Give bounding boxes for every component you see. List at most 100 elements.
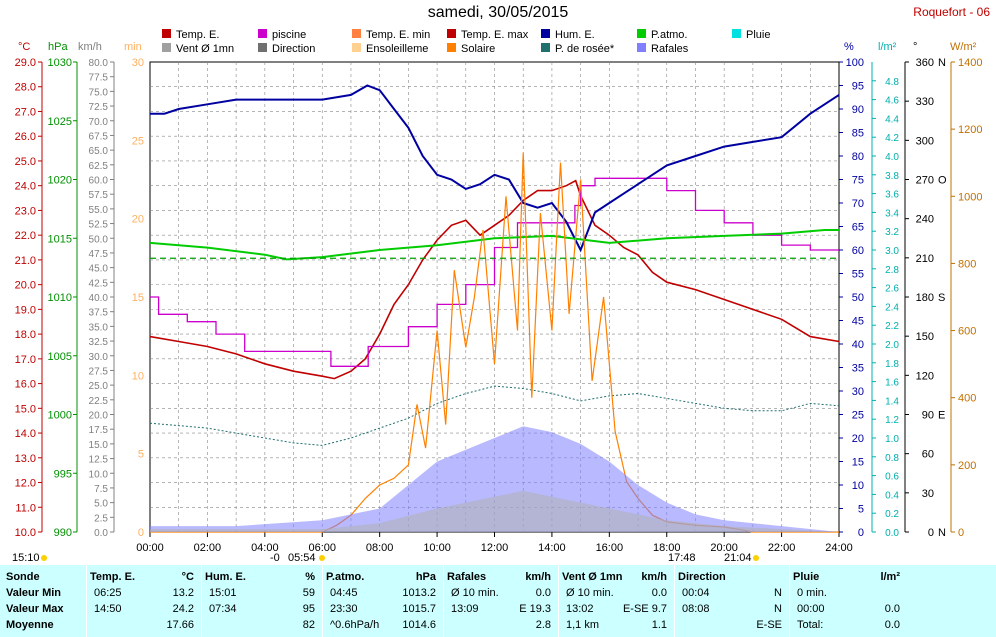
sunrise-prefix: -0 [270, 552, 280, 564]
hum-tick-label: 100 [846, 57, 864, 69]
rain-tick-label: 4.8 [885, 77, 899, 88]
series-area-rafales [150, 426, 839, 532]
wind-tick-label: 5.0 [94, 499, 108, 510]
time-tick-label: 02:00 [194, 542, 222, 554]
legend-swatch [637, 29, 646, 38]
time-tick-label: 18:00 [653, 542, 681, 554]
time-tick-label: 16:00 [596, 542, 624, 554]
stats-col-unit: km/h [525, 571, 551, 583]
hum-tick-label: 15 [852, 457, 864, 469]
stats-avg-note: 1,1 km [566, 619, 600, 631]
stats-col-unit: °C [181, 571, 194, 583]
temp-tick-label: 25.0 [15, 156, 36, 168]
stats-min-time: Ø 10 min. [451, 587, 499, 599]
axis-unit-label: l/m² [878, 41, 897, 53]
stats-max-time: 13:02 [566, 603, 594, 615]
rain-tick-label: 3.4 [885, 208, 899, 219]
rain-tick-label: 2.8 [885, 265, 899, 276]
temp-tick-label: 17.0 [15, 354, 36, 366]
wind-tick-label: 22.5 [89, 396, 109, 407]
axis-unit-label: hPa [48, 41, 68, 53]
stats-col-unit: hPa [415, 571, 436, 583]
legend-label: Direction [272, 43, 315, 55]
rain-tick-label: 1.6 [885, 378, 899, 389]
stats-min-value: 1013.2 [402, 587, 436, 599]
sun-marker [41, 555, 47, 561]
wind-tick-label: 57.5 [89, 190, 109, 201]
temp-tick-label: 20.0 [15, 280, 36, 292]
time-tick-label: 22:00 [768, 542, 796, 554]
legend-label: Ensoleilleme [366, 43, 428, 55]
wind-tick-label: 55.0 [89, 205, 109, 216]
stats-avg-value: 82 [302, 619, 315, 631]
rain-tick-label: 2.6 [885, 284, 899, 295]
wind-tick-label: 32.5 [89, 337, 109, 348]
stats-max-time: 14:50 [94, 603, 122, 615]
press-tick-label: 1030 [48, 57, 72, 69]
temp-tick-label: 14.0 [15, 428, 36, 440]
hum-tick-label: 65 [852, 222, 864, 234]
wind-tick-label: 7.5 [94, 484, 108, 495]
legend-label: Vent Ø 1mn [176, 43, 234, 55]
rain-tick-label: 4.2 [885, 133, 899, 144]
page-title: samedi, 30/05/2015 [427, 4, 569, 21]
stats-row-label: Sonde [6, 571, 40, 583]
chart-series [149, 84, 840, 533]
axis-unit-label: km/h [78, 41, 102, 53]
stats-max-time: 07:34 [209, 603, 237, 615]
rain-tick-label: 0.0 [885, 528, 899, 539]
dir-tick-label: 180 [916, 292, 934, 304]
legend-label: P.atmo. [651, 29, 688, 41]
time-tick-label: 20:00 [710, 542, 738, 554]
stats-row-label: Valeur Min [6, 587, 62, 599]
temp-tick-label: 24.0 [15, 181, 36, 193]
stats-avg-value: 1014.6 [402, 619, 436, 631]
wind-tick-label: 77.5 [89, 73, 109, 84]
stats-column-divider [201, 565, 202, 637]
wind-tick-label: 35.0 [89, 322, 109, 333]
chart-axes: °C hPa km/h min% l/m² ° W/m² 10.0 11.0 12.0 13.0 14… [15, 41, 983, 554]
min-tick-label: 25 [132, 135, 144, 147]
axis-unit-label: °C [18, 41, 30, 53]
hum-tick-label: 95 [852, 81, 864, 93]
legend-swatch [352, 29, 361, 38]
temp-tick-label: 12.0 [15, 478, 36, 490]
wind-tick-label: 50.0 [89, 234, 109, 245]
stats-max-time: 00:00 [797, 603, 825, 615]
solar-tick-label: 1000 [958, 191, 982, 203]
press-tick-label: 1010 [48, 292, 72, 304]
stats-col-title: Direction [678, 571, 726, 583]
rain-tick-label: 1.2 [885, 415, 899, 426]
dir-tick-label: 210 [916, 253, 934, 265]
time-tick-label: 08:00 [366, 542, 394, 554]
legend-swatch [447, 43, 456, 52]
rain-tick-label: 4.0 [885, 152, 899, 163]
legend-swatch [732, 29, 741, 38]
legend-label: Temp. E. [176, 29, 219, 41]
press-tick-label: 995 [54, 468, 72, 480]
stats-avg-value: 17.66 [166, 619, 194, 631]
rain-tick-label: 0.4 [885, 490, 899, 501]
sunrise-marker [319, 555, 325, 561]
stats-column-divider [322, 565, 323, 637]
dir-tick-label: 360 [916, 57, 934, 69]
dir-tick-label: 150 [916, 331, 934, 343]
press-tick-label: 990 [54, 527, 72, 539]
wind-tick-label: 80.0 [89, 58, 109, 69]
legend-label: P. de rosée* [555, 43, 615, 55]
wind-tick-label: 40.0 [89, 293, 109, 304]
temp-tick-label: 21.0 [15, 255, 36, 267]
wind-tick-label: 72.5 [89, 102, 109, 113]
dir-tick-label: 0 [928, 527, 934, 539]
station-name: Roquefort - 06 [913, 5, 990, 19]
series-line-p-de-ros-e [149, 385, 840, 446]
dir-tick-label: 120 [916, 370, 934, 382]
rain-tick-label: 4.4 [885, 114, 899, 125]
temp-tick-label: 19.0 [15, 304, 36, 316]
time-tick-label: 10:00 [423, 542, 451, 554]
temp-tick-label: 10.0 [15, 527, 36, 539]
wind-tick-label: 27.5 [89, 366, 109, 377]
series-line-p-atmo [149, 229, 839, 261]
dir-tick-label: 270 [916, 175, 934, 187]
wind-tick-label: 30.0 [89, 352, 109, 363]
